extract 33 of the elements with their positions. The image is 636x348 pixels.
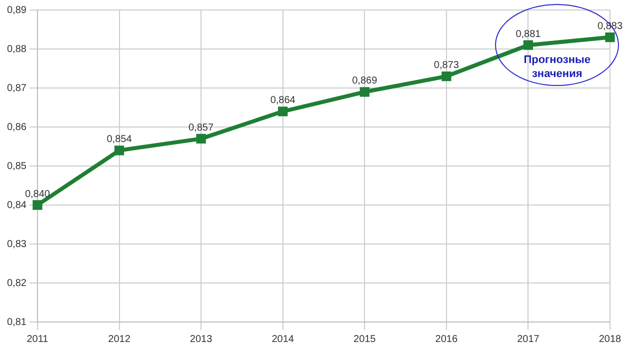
point <box>32 200 42 210</box>
x-tick-label: 2013 <box>190 334 213 345</box>
y-tick-label: 0,86 <box>6 122 27 133</box>
y-tick-label: 0,89 <box>6 4 27 16</box>
annotation: Прогнозные значения <box>524 54 590 80</box>
data-label: 0,869 <box>352 76 378 87</box>
data-label: 0,854 <box>106 134 132 146</box>
x-tick-label: 2012 <box>108 334 131 345</box>
data-label: 0,864 <box>270 95 296 106</box>
x-tick-label: 2016 <box>435 334 458 345</box>
data-label: 0,881 <box>516 28 542 40</box>
y-tick-label: 0,87 <box>6 82 27 94</box>
point <box>196 134 206 144</box>
point <box>360 87 370 97</box>
x-tick-label: 2011 <box>26 334 49 345</box>
point <box>523 40 534 50</box>
y-tick-label: 0,83 <box>6 238 27 250</box>
y-tick-label: 0,85 <box>6 160 27 172</box>
x-tick-label: 2014 <box>272 334 294 345</box>
y-tick-label: 0,81 <box>6 316 27 328</box>
x-tick-label: 2015 <box>354 334 376 345</box>
y-tick-label: 0,84 <box>6 200 27 211</box>
point <box>605 32 615 42</box>
point <box>114 146 124 156</box>
data-label: 0,873 <box>434 60 460 72</box>
x-tick-label: 2018 <box>598 334 622 345</box>
y-tick-label: 0,82 <box>6 278 27 289</box>
point <box>278 106 288 116</box>
x-tick-label: 2017 <box>517 334 540 345</box>
y-tick-label: 0,88 <box>6 44 27 55</box>
data-label: 0,840 <box>24 188 50 200</box>
point <box>442 71 452 82</box>
data-label: 0,857 <box>188 122 214 134</box>
